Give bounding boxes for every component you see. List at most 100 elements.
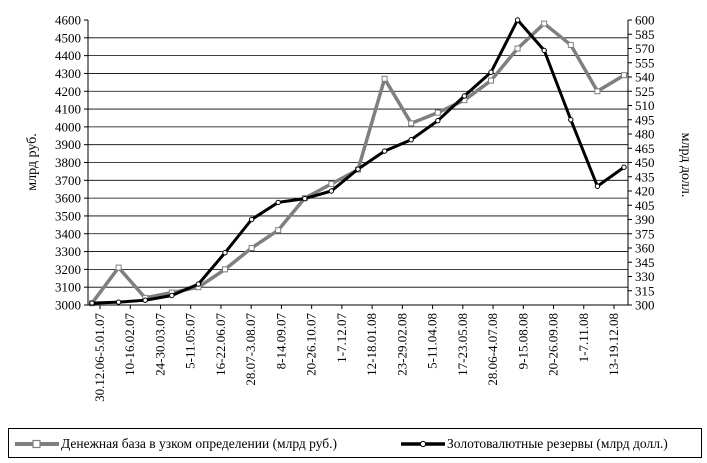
right-tick-label: 435: [635, 169, 655, 184]
right-tick-label: 405: [635, 198, 655, 213]
left-tick-label: 3400: [55, 226, 81, 241]
data-point: [594, 88, 601, 95]
x-tick-label: 28.06-4.07.08: [485, 313, 500, 386]
data-point: [488, 77, 494, 84]
data-point: [328, 188, 335, 194]
x-tick-label: 8-14.09.07: [273, 313, 288, 370]
data-point: [248, 245, 255, 251]
data-point: [115, 264, 122, 271]
data-point: [514, 17, 521, 23]
left-tick-label: 4400: [55, 48, 81, 63]
series-line-0: [90, 21, 625, 305]
data-point: [541, 47, 547, 54]
x-tick-label: 10-16.02.07: [122, 313, 137, 376]
left-tick-label: 3700: [55, 173, 81, 188]
data-point: [381, 148, 388, 154]
right-tick-label: 345: [635, 255, 655, 270]
left-tick-label: 4200: [55, 84, 81, 99]
right-tick-label: 495: [635, 112, 655, 127]
data-point: [434, 109, 441, 116]
right-tick-label: 585: [635, 27, 655, 42]
chart: 3000 3100 3200 3300 3400 3500 3600 3700 3800 3900…: [25, 13, 693, 402]
right-tick-label: 570: [635, 41, 655, 56]
right-tick-label: 315: [635, 283, 655, 298]
data-point: [142, 297, 148, 303]
x-tick-label: 5-11.05.07: [183, 313, 198, 369]
x-tick-label: 5-11.04.08: [425, 313, 440, 369]
left-tick-label: 4500: [55, 30, 81, 45]
data-point: [169, 292, 175, 299]
data-point: [355, 166, 361, 172]
right-tick-label: 300: [635, 298, 655, 313]
data-point: [567, 41, 574, 48]
left-tick-label: 3500: [55, 208, 81, 223]
left-tick-label: 4600: [55, 13, 81, 28]
data-point: [115, 299, 122, 305]
right-tick-label: 555: [635, 55, 655, 70]
right-tick-label: 540: [635, 70, 655, 85]
x-tick-label: 20-26.09.08: [546, 313, 561, 376]
left-tick-label: 4000: [55, 119, 81, 134]
data-point: [568, 117, 574, 123]
right-tick-label: 375: [635, 226, 655, 241]
y-axis-left-label: млрд руб.: [25, 133, 40, 191]
data-point: [195, 281, 202, 287]
left-tick-label: 3300: [55, 244, 81, 259]
right-tick-label: 360: [635, 241, 655, 256]
data-point: [275, 199, 281, 206]
left-tick-label: 3000: [55, 298, 81, 313]
right-tick-label: 480: [635, 127, 655, 142]
left-axis-ticks: 3000 3100 3200 3300 3400 3500 3600 3700 3800 3900…: [55, 13, 88, 313]
right-tick-label: 420: [635, 184, 655, 199]
legend-swatch-reserves: [401, 440, 445, 448]
data-point: [222, 250, 228, 256]
x-tick-label: 24-30.03.07: [152, 313, 167, 376]
x-tick-label: 23-29.02.08: [394, 313, 409, 376]
y-axis-right-label: млрд долл.: [678, 133, 693, 198]
data-point: [488, 69, 494, 75]
data-point: [408, 120, 415, 127]
x-axis-ticks: 30.12.06-5.01.07 10-16.02.07 24-30.03.07 5-…: [92, 305, 621, 402]
series-0: [89, 20, 627, 307]
data-point: [621, 164, 627, 170]
left-tick-label: 3600: [55, 191, 81, 206]
right-axis-ticks: 3003153303453603753904054204354504654804…: [628, 13, 655, 313]
left-tick-label: 3800: [55, 155, 81, 170]
data-point: [328, 180, 335, 187]
right-tick-label: 450: [635, 155, 655, 170]
left-tick-label: 3200: [55, 262, 81, 277]
series-line-1: [91, 18, 625, 305]
right-tick-label: 510: [635, 98, 655, 113]
data-point: [302, 195, 308, 202]
data-point: [248, 216, 255, 223]
data-point: [514, 45, 521, 52]
x-tick-label: 1-7.12.07: [334, 313, 349, 363]
right-tick-label: 390: [635, 212, 655, 227]
data-point: [408, 137, 414, 143]
legend-label-reserves: Золотовалютные резервы (млрд долл.): [447, 436, 668, 451]
x-tick-label: 13-19.12.08: [606, 313, 621, 376]
x-tick-label: 20-26.10.07: [304, 313, 319, 376]
series-1: [89, 17, 627, 306]
x-tick-label: 17-23.05.08: [455, 313, 470, 376]
right-tick-label: 465: [635, 141, 655, 156]
legend-swatch-money-base: [15, 439, 59, 449]
right-tick-label: 330: [635, 269, 655, 284]
legend: Денежная база в узком определении (млрд …: [8, 428, 702, 458]
x-tick-label: 1-7.11.08: [576, 313, 591, 362]
left-tick-label: 4100: [55, 102, 81, 117]
x-tick-label: 9-15.08.08: [515, 313, 530, 369]
legend-label-money-base: Денежная база в узком определении (млрд …: [61, 436, 338, 451]
left-tick-label: 3900: [55, 137, 81, 152]
data-point: [461, 93, 468, 99]
data-point: [222, 266, 228, 273]
x-tick-label: 28.07-3.08.07: [243, 313, 258, 386]
data-point: [275, 227, 282, 234]
data-point: [594, 183, 601, 189]
left-tick-label: 3100: [55, 280, 81, 295]
series-lines: [89, 17, 627, 307]
x-tick-label: 30.12.06-5.01.07: [92, 313, 107, 402]
right-tick-label: 525: [635, 84, 655, 99]
gridlines: [88, 37, 628, 288]
left-tick-label: 4300: [55, 66, 81, 81]
